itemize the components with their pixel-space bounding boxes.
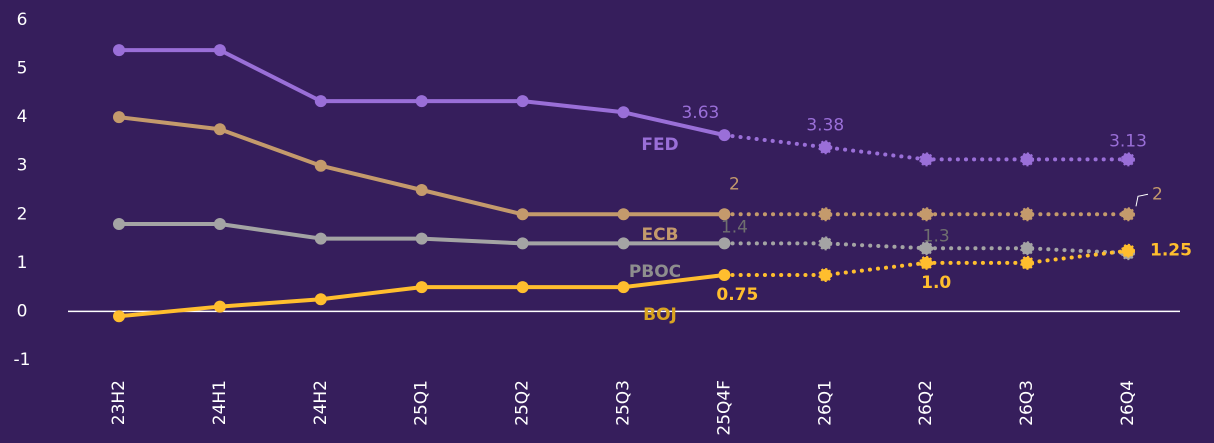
y-tick-label: 1 xyxy=(17,253,28,273)
point xyxy=(415,281,428,294)
point xyxy=(818,268,833,282)
data-label: 1.0 xyxy=(921,273,951,293)
point xyxy=(415,232,428,245)
point xyxy=(1020,152,1035,167)
y-tick-label: 0 xyxy=(17,301,28,321)
data-label: 1.4 xyxy=(721,217,748,237)
leader-line xyxy=(1135,193,1149,207)
x-tick-label: 25Q1 xyxy=(412,380,432,426)
point xyxy=(314,159,327,172)
point xyxy=(113,111,125,124)
point xyxy=(718,269,731,281)
series-line xyxy=(117,48,727,138)
x-tick-label: 26Q1 xyxy=(815,380,835,426)
point xyxy=(516,208,529,221)
point xyxy=(1121,207,1135,222)
point xyxy=(617,106,630,119)
x-tick-label: 26Q3 xyxy=(1017,380,1037,426)
data-label: 3.38 xyxy=(806,115,844,135)
point xyxy=(314,232,327,245)
x-tick-label: 25Q4F xyxy=(714,380,734,436)
y-tick-label: -1 xyxy=(14,350,31,370)
point xyxy=(818,140,833,155)
point xyxy=(1020,241,1035,256)
point xyxy=(919,152,934,167)
data-label: 2 xyxy=(729,174,740,194)
point xyxy=(818,236,833,251)
point xyxy=(919,207,934,222)
data-label: 2 xyxy=(1152,184,1163,204)
point xyxy=(516,237,529,250)
data-label: 3.63 xyxy=(681,103,719,123)
y-tick-label: 2 xyxy=(17,204,28,224)
y-tick-label: 4 xyxy=(17,107,28,127)
point xyxy=(213,218,226,230)
y-tick-label: 6 xyxy=(17,10,28,30)
series-label: PBOC xyxy=(629,262,681,282)
point xyxy=(919,255,934,270)
point xyxy=(415,184,428,196)
y-tick-label: 5 xyxy=(17,59,28,79)
data-label: 0.75 xyxy=(716,285,758,305)
x-tick-label: 24H2 xyxy=(311,380,331,425)
point xyxy=(617,208,630,221)
x-tick-label: 26Q4 xyxy=(1118,380,1138,426)
point xyxy=(919,241,934,256)
x-tick-label: 25Q2 xyxy=(513,380,533,426)
series-label: FED xyxy=(641,135,678,155)
point xyxy=(718,129,731,142)
x-tick-label: 23H2 xyxy=(109,380,129,425)
point xyxy=(415,95,428,108)
series-line xyxy=(117,115,727,217)
point xyxy=(213,44,226,57)
point xyxy=(213,300,226,313)
point xyxy=(818,207,833,222)
data-label: 3.13 xyxy=(1109,131,1147,151)
point xyxy=(314,293,327,306)
point xyxy=(1020,255,1035,270)
x-tick-label: 24H1 xyxy=(210,380,230,425)
series-label: BOJ xyxy=(643,305,677,325)
point xyxy=(113,218,125,230)
point xyxy=(213,123,226,136)
y-tick-label: 3 xyxy=(17,156,28,176)
x-tick-label: 26Q2 xyxy=(916,380,936,426)
data-label: 1.3 xyxy=(923,226,950,246)
point xyxy=(1121,152,1135,167)
point xyxy=(516,281,529,294)
point xyxy=(617,237,630,250)
point xyxy=(113,310,125,323)
point xyxy=(113,44,125,57)
x-tick-label: 25Q3 xyxy=(614,380,634,426)
point xyxy=(617,281,630,294)
point xyxy=(718,208,731,221)
point xyxy=(718,237,731,250)
point xyxy=(314,95,327,108)
point xyxy=(516,95,529,108)
data-label: 1.25 xyxy=(1150,241,1192,261)
point xyxy=(1020,207,1035,222)
series-label: ECB xyxy=(641,225,678,245)
point xyxy=(1121,243,1135,258)
